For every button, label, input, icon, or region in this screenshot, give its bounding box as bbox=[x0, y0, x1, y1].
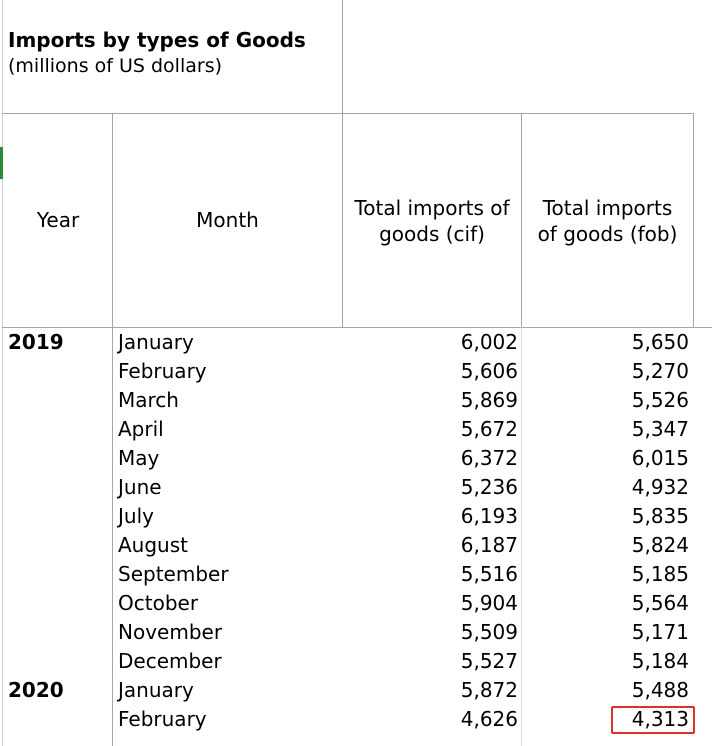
grid-line bbox=[693, 113, 694, 327]
month-cell: December bbox=[118, 649, 222, 673]
table-row: August 6,187 5,824 bbox=[0, 531, 712, 560]
month-cell: February bbox=[118, 707, 207, 731]
cif-cell: 5,516 bbox=[460, 562, 518, 586]
fob-cell: 5,184 bbox=[631, 649, 689, 673]
table-row: 2019 January 6,002 5,650 bbox=[0, 328, 712, 357]
cif-cell: 5,606 bbox=[460, 359, 518, 383]
table-row: February 4,626 4,313 bbox=[0, 705, 712, 734]
table-row: July 6,193 5,835 bbox=[0, 502, 712, 531]
grid-line bbox=[2, 113, 694, 114]
cif-cell: 5,527 bbox=[460, 649, 518, 673]
month-cell: June bbox=[118, 475, 162, 499]
month-cell: October bbox=[118, 591, 199, 615]
month-cell: August bbox=[118, 533, 188, 557]
year-cell: 2020 bbox=[8, 678, 64, 702]
table-row: March 5,869 5,526 bbox=[0, 386, 712, 415]
cif-column-header: Total imports of goods (cif) bbox=[343, 195, 521, 247]
table-row: November 5,509 5,171 bbox=[0, 618, 712, 647]
table-body: 2019 January 6,002 5,650 February 5,606 … bbox=[0, 328, 712, 734]
grid-line bbox=[2, 0, 3, 746]
month-cell: February bbox=[118, 359, 207, 383]
fob-cell: 6,015 bbox=[631, 446, 689, 470]
fob-cell: 5,824 bbox=[631, 533, 689, 557]
grid-line bbox=[112, 113, 113, 746]
cif-header-line2: goods (cif) bbox=[379, 222, 485, 246]
table-subtitle: (millions of US dollars) bbox=[8, 55, 223, 77]
table-row: December 5,527 5,184 bbox=[0, 647, 712, 676]
fob-cell: 4,932 bbox=[631, 475, 689, 499]
cif-cell: 6,002 bbox=[460, 330, 518, 354]
table-row: April 5,672 5,347 bbox=[0, 415, 712, 444]
fob-cell: 5,526 bbox=[631, 388, 689, 412]
fob-cell: 5,270 bbox=[631, 359, 689, 383]
fob-cell: 4,313 bbox=[631, 707, 689, 731]
fob-cell: 5,185 bbox=[631, 562, 689, 586]
cif-cell: 5,904 bbox=[460, 591, 518, 615]
table-row: September 5,516 5,185 bbox=[0, 560, 712, 589]
cif-cell: 6,372 bbox=[460, 446, 518, 470]
cell-cursor-mark bbox=[0, 147, 3, 179]
fob-header-line2: of goods (fob) bbox=[537, 222, 678, 246]
fob-cell: 5,650 bbox=[631, 330, 689, 354]
table-row: 2020 January 5,872 5,488 bbox=[0, 676, 712, 705]
grid-line bbox=[521, 327, 522, 746]
cif-cell: 5,509 bbox=[460, 620, 518, 644]
fob-cell: 5,488 bbox=[631, 678, 689, 702]
table-row: February 5,606 5,270 bbox=[0, 357, 712, 386]
year-column-header: Year bbox=[36, 208, 80, 232]
cif-cell: 6,193 bbox=[460, 504, 518, 528]
table-row: October 5,904 5,564 bbox=[0, 589, 712, 618]
table-row: May 6,372 6,015 bbox=[0, 444, 712, 473]
grid-line bbox=[342, 0, 343, 113]
cif-cell: 6,187 bbox=[460, 533, 518, 557]
grid-line bbox=[521, 113, 522, 327]
table-row: June 5,236 4,932 bbox=[0, 473, 712, 502]
highlight-box bbox=[611, 706, 695, 734]
cif-cell: 5,869 bbox=[460, 388, 518, 412]
month-cell: April bbox=[118, 417, 164, 441]
fob-header-line1: Total imports bbox=[542, 196, 673, 220]
month-column-header: Month bbox=[196, 208, 259, 232]
cif-cell: 5,872 bbox=[460, 678, 518, 702]
month-cell: January bbox=[118, 330, 194, 354]
fob-column-header: Total imports of goods (fob) bbox=[522, 195, 693, 247]
cif-header-line1: Total imports of bbox=[354, 196, 510, 220]
month-cell: May bbox=[118, 446, 160, 470]
header-bottom-line bbox=[2, 327, 712, 328]
month-cell: March bbox=[118, 388, 179, 412]
fob-cell: 5,835 bbox=[631, 504, 689, 528]
month-cell: July bbox=[118, 504, 154, 528]
month-cell: January bbox=[118, 678, 194, 702]
month-cell: September bbox=[118, 562, 229, 586]
fob-cell: 5,171 bbox=[631, 620, 689, 644]
cif-cell: 5,236 bbox=[460, 475, 518, 499]
grid-line bbox=[342, 113, 343, 327]
table-title: Imports by types of Goods bbox=[8, 28, 306, 52]
year-cell: 2019 bbox=[8, 330, 64, 354]
cif-cell: 4,626 bbox=[460, 707, 518, 731]
month-cell: November bbox=[118, 620, 223, 644]
fob-cell: 5,564 bbox=[631, 591, 689, 615]
fob-cell: 5,347 bbox=[631, 417, 689, 441]
cif-cell: 5,672 bbox=[460, 417, 518, 441]
